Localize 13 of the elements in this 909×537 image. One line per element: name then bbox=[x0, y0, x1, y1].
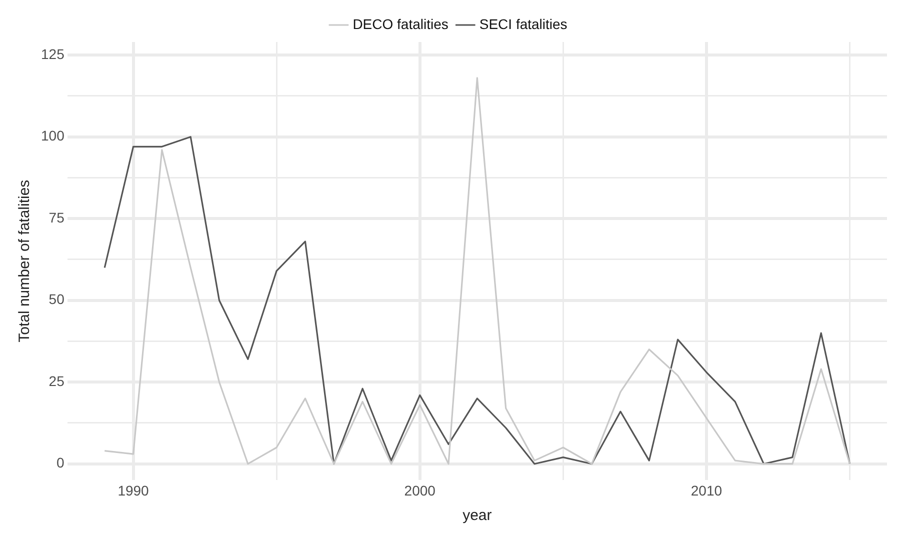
y-tick-label: 25 bbox=[48, 372, 65, 389]
y-tick-label: 100 bbox=[41, 128, 65, 144]
y-axis-title: Total number of fatalities bbox=[16, 180, 34, 342]
y-tick-label: 125 bbox=[41, 46, 65, 62]
x-axis-title: year bbox=[462, 507, 492, 524]
y-tick-label: 75 bbox=[48, 209, 65, 226]
y-tick-label: 0 bbox=[56, 454, 65, 471]
legend-label: SECI fatalities bbox=[479, 16, 568, 32]
y-tick-label: 50 bbox=[48, 291, 65, 308]
x-tick-label: 2010 bbox=[690, 482, 722, 498]
x-tick-label: 2000 bbox=[404, 482, 436, 498]
x-tick-label: 1990 bbox=[118, 482, 150, 498]
legend-label: DECO fatalities bbox=[352, 16, 448, 32]
